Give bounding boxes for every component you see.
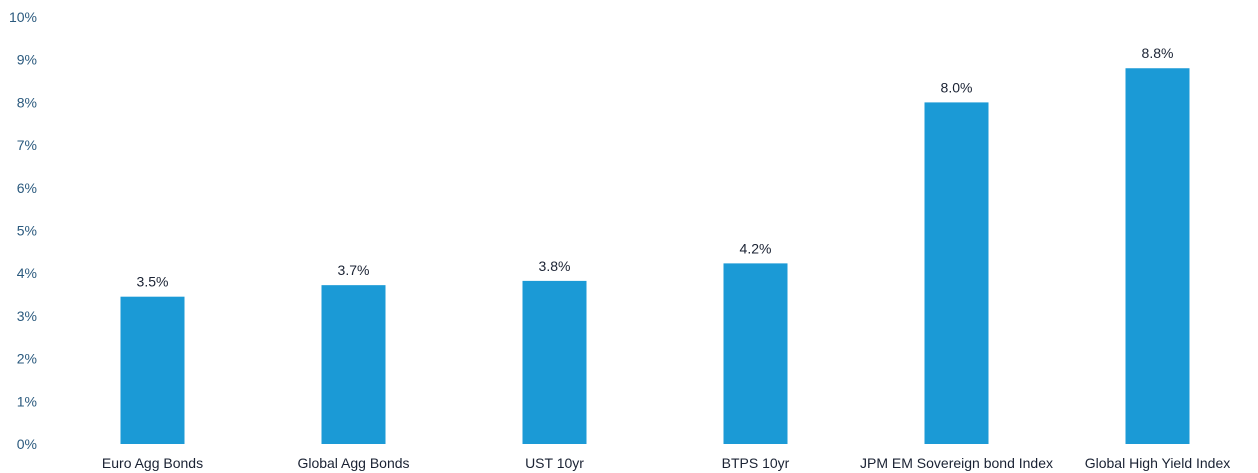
bars [120,68,1190,445]
y-tick-label: 3% [17,308,37,324]
y-tick-label: 1% [17,393,37,409]
data-label-5: 8.8% [1142,45,1174,61]
data-label-1: 3.7% [338,262,370,278]
x-category-label-0: Euro Agg Bonds [102,455,203,471]
x-category-label-3: BTPS 10yr [722,455,790,471]
x-axis: Euro Agg Bonds Global Agg Bonds UST 10yr BT… [102,455,1230,471]
data-label-0: 3.5% [137,274,169,290]
bar-3 [723,263,788,444]
y-tick-label: 4% [17,265,37,281]
data-label-2: 3.8% [539,258,571,274]
y-tick-label: 8% [17,94,37,110]
bar-1 [321,285,386,444]
y-tick-label: 7% [17,137,37,153]
bar-0 [120,296,185,444]
y-tick-label: 2% [17,351,37,367]
x-category-label-1: Global Agg Bonds [297,455,409,471]
x-category-label-4: JPM EM Sovereign bond Index [860,455,1053,471]
x-category-label-5: Global High Yield Index [1085,455,1231,471]
y-tick-label: 9% [17,52,37,68]
y-tick-label: 5% [17,223,37,239]
y-tick-label: 6% [17,180,37,196]
bar-5 [1125,68,1190,445]
x-category-label-2: UST 10yr [525,455,584,471]
data-label-3: 4.2% [740,240,772,256]
y-axis: 0% 1% 2% 3% 4% 5% 6% 7% 8% 9% 10% [9,9,37,452]
bar-4 [924,102,989,445]
bar-2 [522,280,587,444]
data-labels: 3.5% 3.7% 3.8% 4.2% 8.0% 8.8% [137,45,1174,289]
data-label-4: 8.0% [941,79,973,95]
y-tick-label: 10% [9,9,37,25]
y-tick-label: 0% [17,436,37,452]
